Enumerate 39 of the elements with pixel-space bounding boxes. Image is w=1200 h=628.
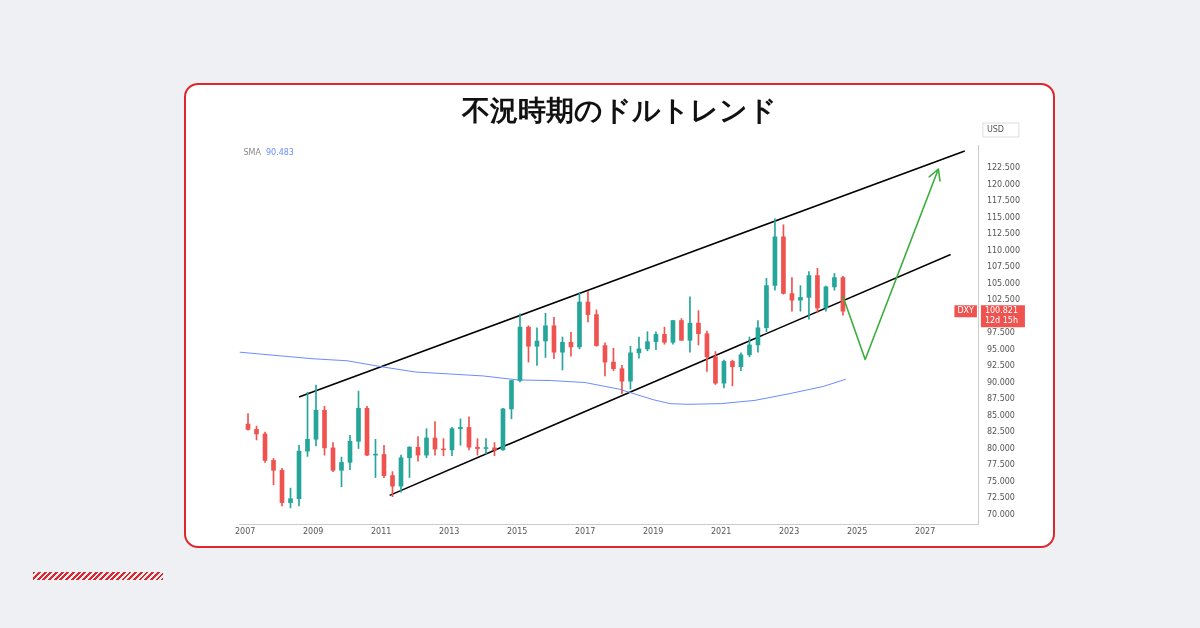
x-tick-label: 2009 bbox=[302, 527, 324, 537]
x-tick-label: 2019 bbox=[642, 527, 664, 537]
x-tick-label: 2017 bbox=[574, 527, 596, 537]
y-tick-label: 77.500 bbox=[986, 460, 1015, 470]
x-tick-label: 2013 bbox=[438, 527, 460, 537]
x-tick-label: 2011 bbox=[370, 527, 392, 537]
y-tick-label: 122.500 bbox=[986, 163, 1021, 173]
x-tick-label: 2027 bbox=[914, 527, 936, 537]
y-tick-label: 82.500 bbox=[986, 427, 1015, 437]
y-tick-label: 85.000 bbox=[986, 410, 1015, 420]
y-tick-label: 105.000 bbox=[986, 278, 1021, 288]
y-tick-label: 112.500 bbox=[986, 229, 1021, 239]
x-tick-label: 2015 bbox=[506, 527, 528, 537]
y-axis-title: USD bbox=[986, 125, 1005, 135]
y-tick-label: 90.000 bbox=[986, 377, 1015, 387]
text: SMA bbox=[243, 148, 262, 158]
x-tick-label: 2025 bbox=[846, 527, 868, 537]
annotation: 90.483 bbox=[265, 148, 294, 158]
x-tick-label: 2007 bbox=[235, 527, 256, 537]
y-tick-label: 115.000 bbox=[986, 212, 1021, 222]
x-tick-label: 2021 bbox=[710, 527, 732, 537]
y-tick-label: 92.500 bbox=[986, 361, 1015, 371]
y-tick-label: 72.500 bbox=[986, 493, 1015, 503]
y-tick-label: 102.500 bbox=[986, 295, 1021, 305]
y-tick-label: 75.000 bbox=[986, 476, 1015, 486]
y-tick-label: 95.000 bbox=[986, 344, 1015, 354]
y-tick-label: 80.000 bbox=[986, 443, 1015, 453]
text: 12d 15h bbox=[984, 316, 1018, 326]
y-tick-label: 97.500 bbox=[986, 328, 1015, 338]
y-tick-label: 70.000 bbox=[986, 509, 1015, 519]
text: 100.821 bbox=[984, 306, 1019, 316]
y-tick-label: 120.000 bbox=[986, 179, 1021, 189]
annotation: DXY bbox=[957, 306, 975, 316]
x-tick-label: 2023 bbox=[778, 527, 800, 537]
y-tick-label: 117.500 bbox=[986, 196, 1021, 206]
y-tick-label: 107.500 bbox=[986, 262, 1021, 272]
chart-title: 不況時期のドルトレンド bbox=[462, 95, 777, 126]
y-tick-label: 110.000 bbox=[986, 245, 1021, 255]
y-tick-label: 87.500 bbox=[986, 394, 1015, 404]
